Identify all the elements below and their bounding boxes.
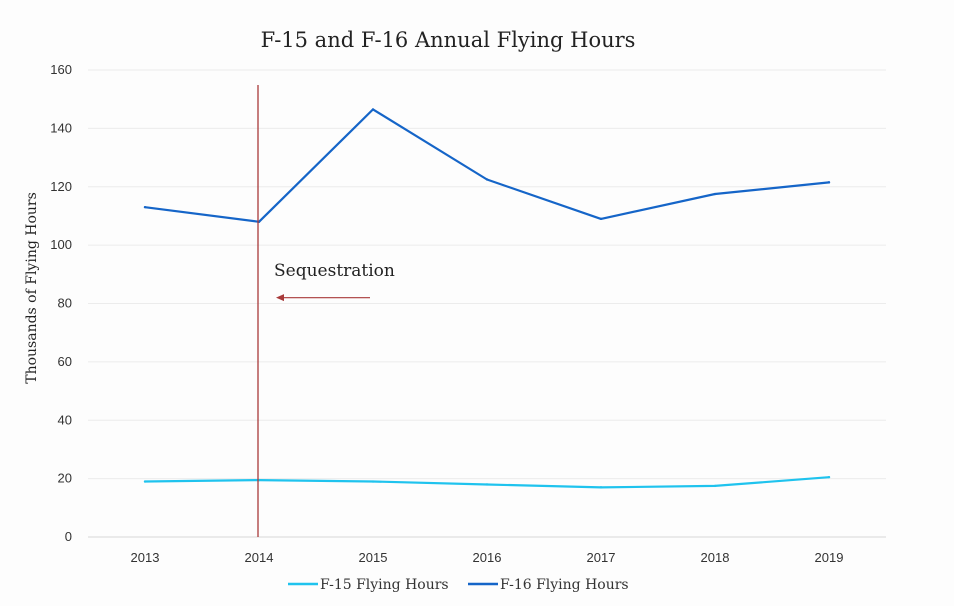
series-2-point-2016 — [485, 178, 489, 181]
series-2-point-2013 — [143, 205, 147, 209]
legend-label-1: F-15 Flying Hours — [320, 577, 449, 593]
series-2-point-2018 — [713, 192, 717, 196]
series-2-point-2015 — [371, 108, 375, 111]
y-tick-100: 100 — [50, 237, 72, 252]
x-tick-2017: 2017 — [587, 550, 616, 565]
y-tick-160: 160 — [50, 62, 72, 77]
x-tick-labels: 2013 2014 2015 2016 2017 2018 2019 — [131, 550, 844, 565]
series-2-point-2019 — [827, 181, 831, 184]
x-tick-2019: 2019 — [815, 550, 844, 565]
series-1-point-2015 — [371, 480, 375, 483]
y-axis-label: Thousands of Flying Hours — [24, 192, 40, 384]
y-tick-80: 80 — [58, 296, 72, 311]
series-lines — [143, 108, 831, 489]
y-tick-40: 40 — [58, 412, 72, 427]
y-tick-60: 60 — [58, 354, 72, 369]
legend-label-2: F-16 Flying Hours — [500, 577, 629, 593]
y-tick-0: 0 — [65, 529, 72, 544]
series-2-point-2017 — [599, 217, 603, 221]
series-1-point-2016 — [485, 483, 489, 486]
gridlines — [88, 69, 886, 538]
sequestration-label: Sequestration — [274, 261, 395, 281]
annotations: Sequestration — [257, 85, 395, 537]
x-tick-2014: 2014 — [245, 550, 274, 565]
y-tick-120: 120 — [50, 179, 72, 194]
x-tick-2013: 2013 — [131, 550, 160, 565]
series-line-2 — [143, 108, 831, 223]
x-tick-2016: 2016 — [473, 550, 502, 565]
y-tick-140: 140 — [50, 120, 72, 135]
series-1-point-2019 — [827, 475, 831, 479]
series-1-point-2013 — [143, 480, 147, 483]
x-tick-2018: 2018 — [701, 550, 730, 565]
legend: F-15 Flying Hours F-16 Flying Hours — [288, 577, 629, 593]
series-1-point-2017 — [599, 486, 603, 489]
sequestration-arrow-icon — [276, 294, 284, 302]
y-tick-labels: 0 20 40 60 80 100 120 140 160 — [50, 62, 72, 544]
x-tick-2015: 2015 — [359, 550, 388, 565]
y-tick-20: 20 — [58, 471, 72, 486]
chart-title: F-15 and F-16 Annual Flying Hours — [261, 28, 636, 52]
series-1-point-2018 — [713, 484, 717, 488]
